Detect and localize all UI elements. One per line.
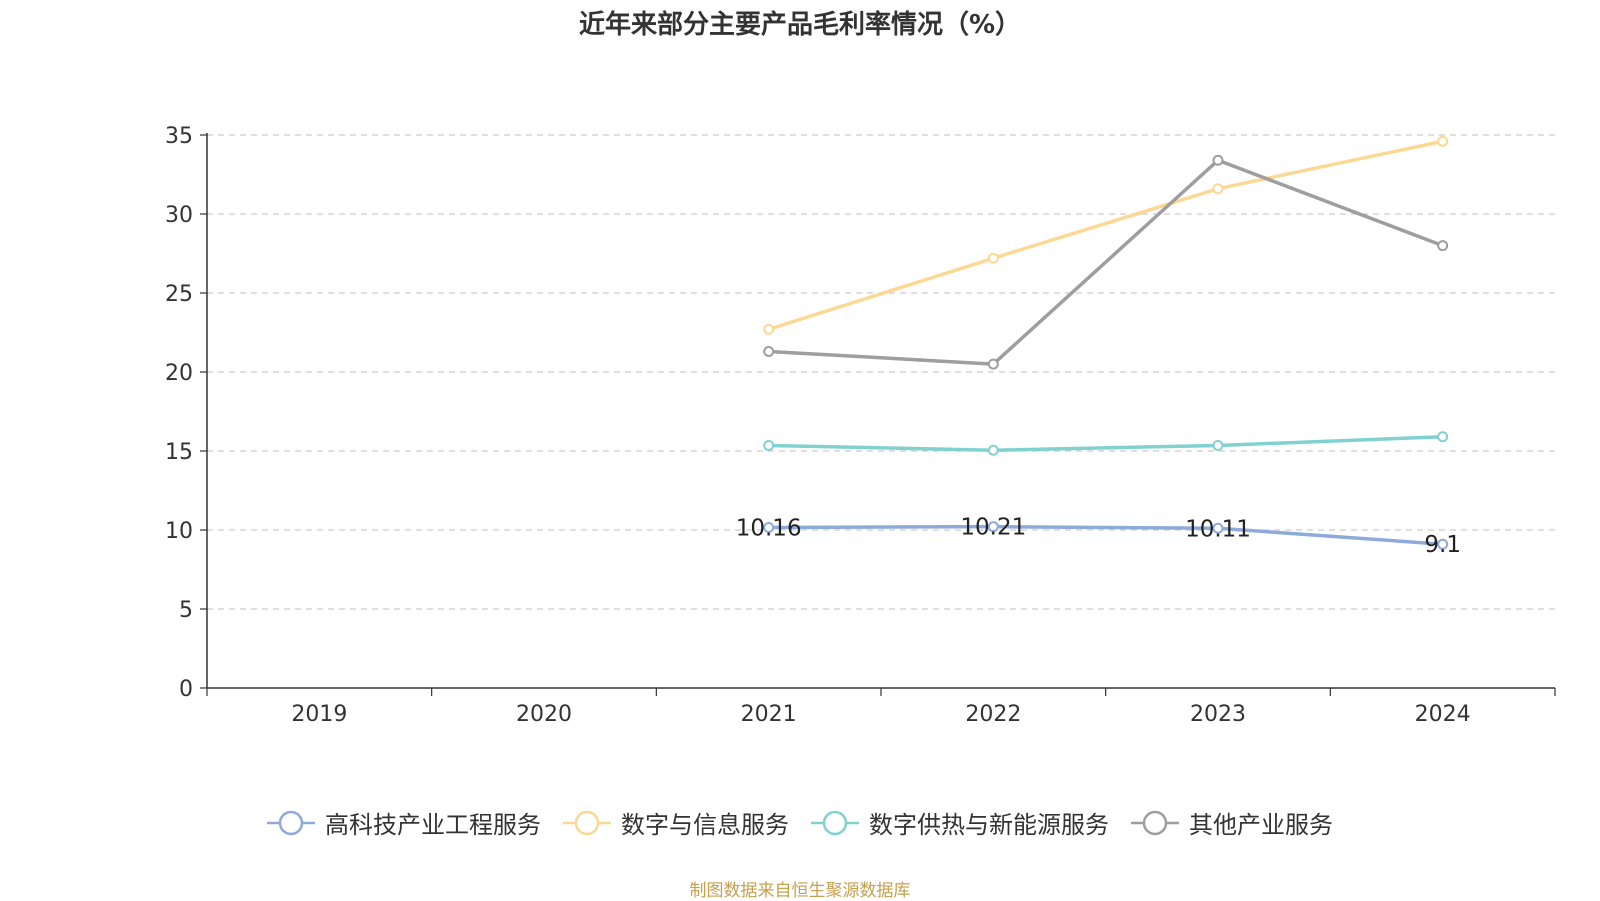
data-point [1212, 183, 1224, 195]
series-line-1 [768, 524, 1443, 546]
series-line-4 [768, 158, 1444, 366]
axes: 0 5 10 15 20 25 30 35 2019 2020 2021 2022 2023 2024 [165, 124, 1556, 727]
series-lines [763, 135, 1449, 550]
data-point [763, 439, 775, 451]
data-point [987, 358, 999, 370]
data-point [763, 345, 775, 357]
x-tick-label: 2020 [516, 702, 572, 727]
chart-title: 近年来部分主要产品毛利率情况（%） [578, 10, 1022, 40]
series-line-2 [768, 139, 1444, 332]
legend: 高科技产业工程服务 数字与信息服务 数字供热与新能源服务 其他产业服务 [0, 805, 1600, 840]
source-note: 制图数据来自恒生聚源数据库 [689, 881, 911, 901]
x-tick-label: 2023 [1190, 702, 1246, 727]
legend-label: 数字供热与新能源服务 [869, 811, 1109, 839]
line-chart: 0 5 10 15 20 25 30 35 2019 2020 2021 2022 2023 2024 1… [165, 124, 1556, 727]
legend-label: 数字与信息服务 [621, 811, 789, 839]
data-labels: 10.16 10.21 10.11 9.1 [736, 515, 1461, 559]
y-tick-label: 0 [179, 677, 193, 702]
x-tick-label: 2022 [965, 702, 1021, 727]
data-point [763, 323, 775, 335]
data-point [987, 444, 999, 456]
series-line-3 [768, 435, 1443, 452]
data-point [1437, 135, 1449, 147]
legend-label: 其他产业服务 [1189, 811, 1333, 839]
y-tick-label: 20 [165, 361, 193, 386]
data-point [1437, 240, 1449, 252]
data-label: 10.11 [1185, 516, 1251, 542]
y-tick-label: 10 [165, 519, 193, 544]
y-tick-label: 30 [165, 203, 193, 228]
legend-marker-icon [811, 810, 859, 835]
data-point [1437, 538, 1449, 550]
legend-item[interactable]: 其他产业服务 [1131, 805, 1333, 840]
legend-marker-icon [563, 810, 611, 835]
legend-item[interactable]: 数字与信息服务 [563, 805, 789, 840]
y-tick-label: 25 [165, 282, 193, 307]
y-tick-label: 5 [179, 598, 193, 623]
y-tick-label: 35 [165, 124, 193, 149]
data-label: 9.1 [1424, 532, 1461, 558]
x-tick-label: 2021 [741, 702, 797, 727]
x-tick-label: 2024 [1415, 702, 1471, 727]
data-point [1212, 154, 1224, 166]
legend-item[interactable]: 高科技产业工程服务 [267, 805, 541, 840]
data-point [1212, 522, 1224, 534]
data-point [987, 252, 999, 264]
data-label: 10.21 [960, 515, 1026, 541]
data-point [1437, 431, 1449, 443]
data-point [987, 521, 999, 533]
legend-item[interactable]: 数字供热与新能源服务 [811, 805, 1109, 840]
data-label: 10.16 [736, 515, 802, 541]
y-tick-label: 15 [165, 440, 193, 465]
grid-lines [207, 134, 1555, 610]
x-tick-label: 2019 [291, 702, 347, 727]
legend-label: 高科技产业工程服务 [325, 811, 541, 839]
legend-marker-icon [1131, 810, 1179, 835]
data-point [763, 521, 775, 533]
data-point [1212, 439, 1224, 451]
legend-marker-icon [267, 810, 315, 835]
